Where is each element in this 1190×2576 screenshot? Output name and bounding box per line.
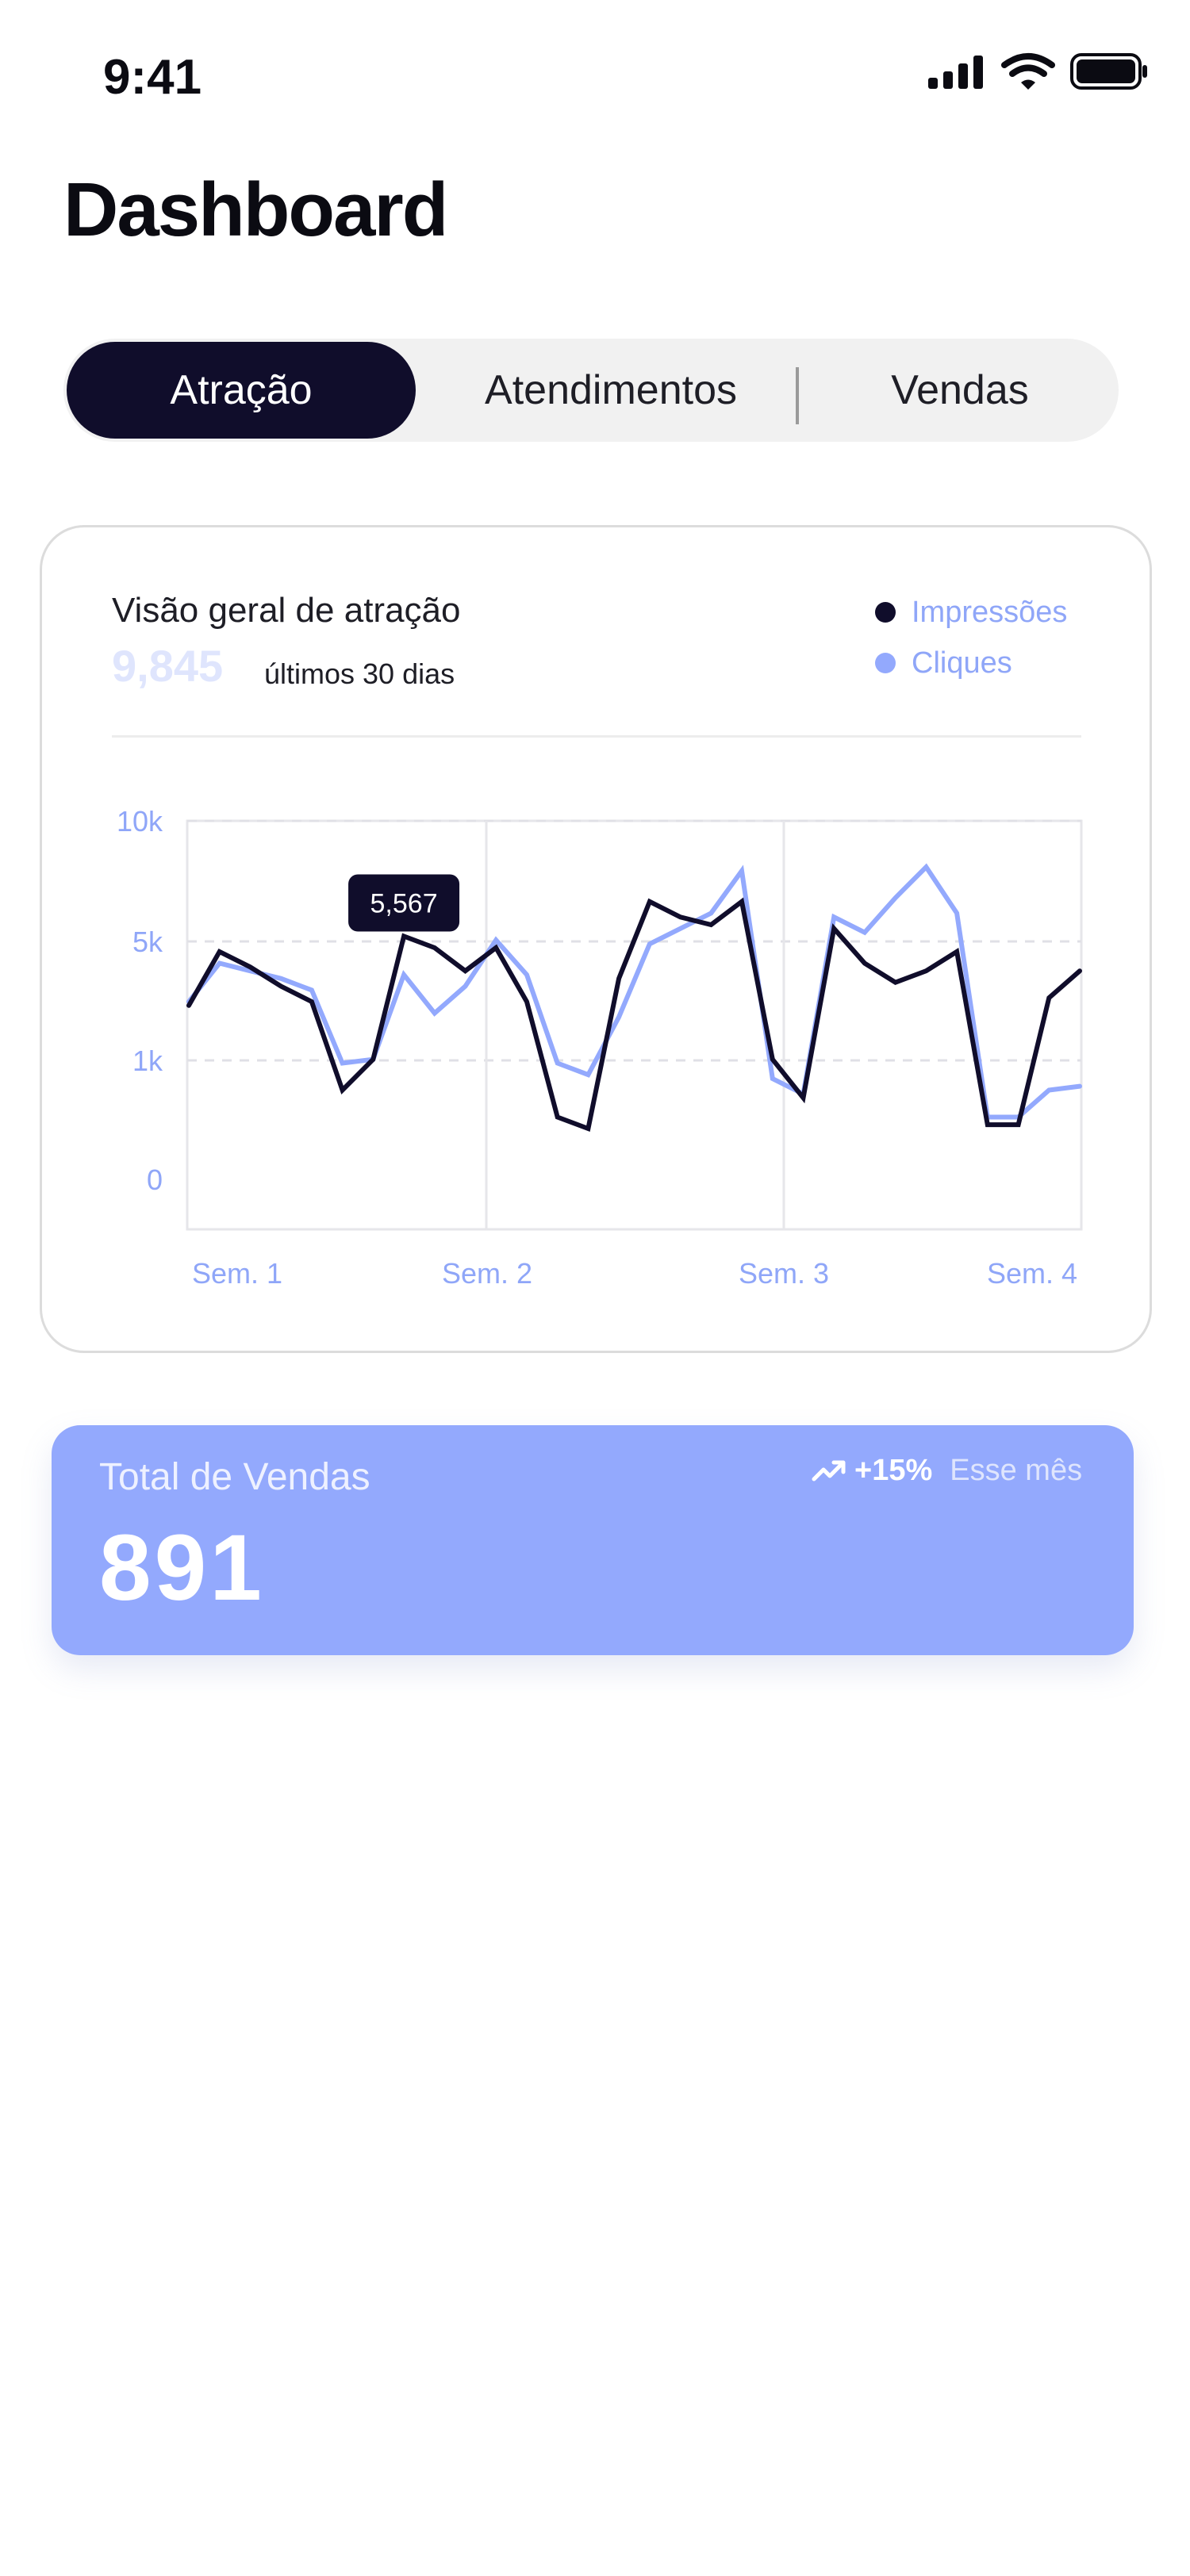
trend-percent: +15% <box>854 1454 933 1487</box>
x-tick-label: Sem. 2 <box>442 1257 532 1290</box>
sales-value: 891 <box>99 1516 265 1620</box>
y-tick-label: 5k <box>132 926 163 958</box>
status-bar: 9:41 <box>0 0 1190 159</box>
x-tick-label: Sem. 3 <box>739 1257 829 1290</box>
segmented-tabs: Atração Atendimentos Vendas <box>63 339 1119 442</box>
legend-dot-icon <box>875 602 896 623</box>
tooltip-value: 5,567 <box>370 889 438 919</box>
line-chart: 10k 5k 1k 0 Sem. 1 Sem. 2 Sem. 3 Sem. 4 5,567 <box>117 805 1083 1290</box>
tab-vendas[interactable]: Vendas <box>891 367 1029 413</box>
sales-trend: +15% Esse mês <box>812 1454 1082 1488</box>
x-tick-label: Sem. 1 <box>192 1257 282 1290</box>
attraction-chart-card: Visão geral de atração 9,845 últimos 30 … <box>40 525 1152 1353</box>
y-tick-label: 0 <box>147 1163 163 1196</box>
tab-atracao[interactable]: Atração <box>67 342 416 439</box>
series-line-cliques <box>186 863 1082 1120</box>
tab-atendimentos[interactable]: Atendimentos <box>485 367 737 413</box>
wifi-icon <box>1001 53 1055 90</box>
chart-card-total: 9,845 <box>112 641 224 691</box>
status-icons <box>928 51 1150 95</box>
x-tick-label: Sem. 4 <box>987 1257 1077 1290</box>
legend-dot-icon <box>875 653 896 673</box>
y-tick-label: 10k <box>117 805 163 838</box>
total-sales-card[interactable]: Total de Vendas 891 +15% Esse mês <box>52 1425 1134 1655</box>
trending-up-icon <box>812 1460 846 1481</box>
cellular-signal-icon <box>928 56 983 89</box>
sales-label: Total de Vendas <box>99 1456 370 1498</box>
battery-icon <box>1070 53 1147 90</box>
chart-card-title: Visão geral de atração <box>112 591 461 630</box>
status-time: 9:41 <box>103 50 202 105</box>
chart-card-period: últimos 30 dias <box>264 657 455 690</box>
legend-label: Impressões <box>912 595 1068 629</box>
card-divider <box>112 735 1081 738</box>
legend-label: Cliques <box>912 646 1012 680</box>
legend-item-impressoes[interactable]: Impressões <box>875 592 1067 632</box>
y-tick-label: 1k <box>132 1045 163 1077</box>
legend-item-cliques[interactable]: Cliques <box>875 643 1012 683</box>
series-line-impressoes <box>186 897 1082 1133</box>
tooltip-box <box>348 874 460 932</box>
plot-frame <box>186 819 1083 1231</box>
trend-period: Esse mês <box>950 1454 1083 1487</box>
page-title: Dashboard <box>63 167 448 252</box>
tab-divider <box>796 367 799 424</box>
